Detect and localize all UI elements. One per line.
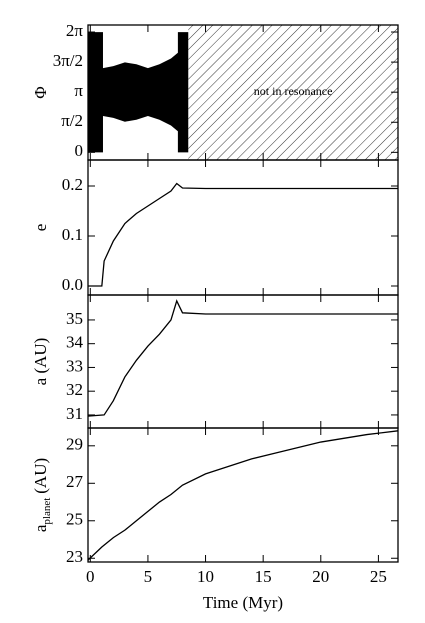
x-tick-label: 5 <box>144 567 153 586</box>
panel-frame <box>87 427 399 563</box>
data-line <box>87 299 398 417</box>
y-tick-label: 3π/2 <box>53 51 83 70</box>
y-tick-label: 2π <box>66 21 84 40</box>
y-tick-label: π/2 <box>61 111 83 130</box>
y-tick-label: 35 <box>66 309 83 328</box>
y-tick-label: 34 <box>66 333 84 352</box>
y-tick-label: 0.2 <box>62 175 83 194</box>
y-axis-title: e <box>31 224 50 232</box>
x-tick-label: 10 <box>197 567 214 586</box>
data-line <box>88 182 398 287</box>
y-axis-title-main: a <box>31 524 50 532</box>
y-tick-label: 23 <box>66 547 83 566</box>
x-tick-label: 25 <box>370 567 387 586</box>
y-tick-label: 29 <box>66 435 83 454</box>
y-tick-label: π <box>74 81 83 100</box>
y-axis-title: aplanet (AU) <box>31 458 53 532</box>
y-tick-label: 33 <box>66 356 83 375</box>
y-axis-title: a (AU) <box>31 338 50 386</box>
y-tick-label: 32 <box>66 380 83 399</box>
data-line <box>87 430 399 561</box>
y-tick-label: 0 <box>75 141 84 160</box>
y-tick-label: 0.0 <box>62 275 83 294</box>
hatched-region <box>188 25 398 160</box>
x-tick-label: 20 <box>312 567 329 586</box>
y-axis-title-main: Φ <box>31 86 50 98</box>
x-tick-label: 0 <box>86 567 95 586</box>
y-axis-title-main: a (AU) <box>31 338 50 386</box>
y-tick-label: 27 <box>66 472 84 491</box>
x-axis-title: Time (Myr) <box>203 593 283 612</box>
annotation: not in resonance <box>254 84 333 98</box>
x-tick-label: 15 <box>255 567 272 586</box>
panel-frame <box>87 294 399 429</box>
y-axis-title-unit: (AU) <box>31 458 50 494</box>
y-axis-title-sub: planet <box>41 498 53 525</box>
y-axis-title: Φ <box>31 86 50 98</box>
libration-band <box>88 32 189 153</box>
panel-frame <box>87 159 399 296</box>
y-axis-title-main: e <box>31 224 50 232</box>
y-tick-label: 31 <box>66 404 83 423</box>
y-tick-label: 0.1 <box>62 225 83 244</box>
y-tick-label: 25 <box>66 510 83 529</box>
